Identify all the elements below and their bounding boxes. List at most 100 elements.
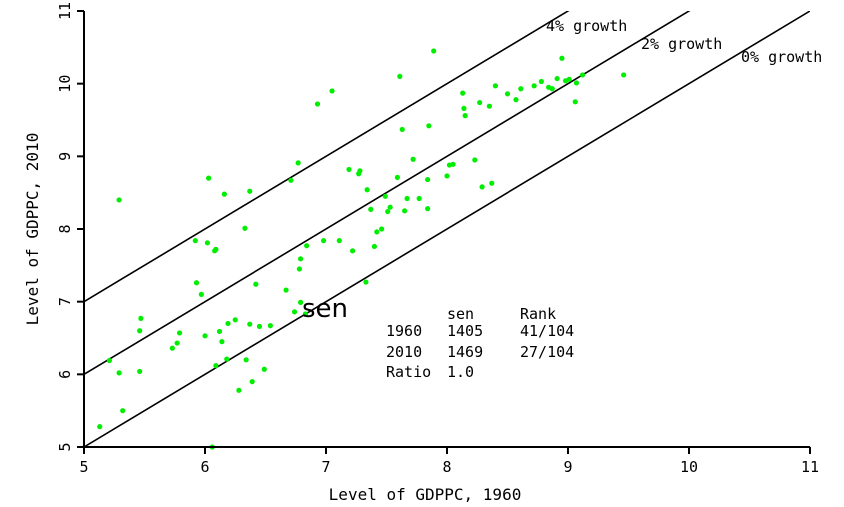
y-axis-title: Level of GDPPC, 2010 xyxy=(23,133,42,326)
data-point xyxy=(382,193,388,199)
data-point xyxy=(357,168,363,174)
data-point xyxy=(368,206,374,212)
data-point xyxy=(288,177,294,183)
data-point xyxy=(461,105,467,111)
data-point xyxy=(198,291,204,297)
data-point xyxy=(336,238,342,244)
data-point xyxy=(106,357,113,364)
stats-header-cell: sen xyxy=(447,305,474,323)
data-point xyxy=(232,317,238,323)
x-axis-title: Level of GDPPC, 1960 xyxy=(329,485,522,504)
data-point xyxy=(192,238,198,244)
data-point xyxy=(416,195,422,202)
data-point xyxy=(425,206,431,212)
data-point xyxy=(387,204,393,210)
data-point xyxy=(247,321,253,327)
data-point xyxy=(450,161,456,167)
data-point xyxy=(193,280,200,286)
x-tick-label: 8 xyxy=(442,458,451,476)
data-point xyxy=(572,99,578,105)
stats-cell: 2010 xyxy=(386,343,422,361)
data-point xyxy=(221,191,227,197)
data-point xyxy=(425,176,431,183)
data-point xyxy=(225,320,231,327)
data-point xyxy=(472,157,478,163)
data-point xyxy=(364,187,370,193)
data-point xyxy=(538,78,544,85)
data-point xyxy=(283,287,289,293)
data-point xyxy=(566,76,572,82)
data-point xyxy=(296,266,302,272)
y-tick-label: 6 xyxy=(56,370,74,379)
x-tick-label: 7 xyxy=(321,458,330,476)
data-point xyxy=(410,156,416,162)
x-tick-label: 5 xyxy=(79,458,88,476)
data-point xyxy=(261,366,267,372)
data-point xyxy=(385,208,391,215)
data-point xyxy=(554,75,560,82)
data-point xyxy=(559,55,565,61)
data-point xyxy=(549,86,555,92)
data-point xyxy=(486,103,492,109)
growth-line-label: 0% growth xyxy=(741,48,822,66)
data-point xyxy=(518,86,524,92)
x-tick-label: 10 xyxy=(680,458,698,476)
data-point xyxy=(329,88,335,94)
stats-cell: 1405 xyxy=(447,322,483,340)
data-point xyxy=(169,345,175,351)
data-point xyxy=(216,328,223,335)
data-point xyxy=(397,73,403,79)
data-point xyxy=(297,299,304,305)
data-point xyxy=(97,424,103,430)
data-point xyxy=(174,340,180,346)
data-point xyxy=(399,126,405,133)
data-point xyxy=(116,370,122,376)
data-point xyxy=(531,83,537,89)
data-point xyxy=(394,174,400,181)
x-tick-label: 9 xyxy=(563,458,572,476)
highlight-label: sen xyxy=(302,294,348,324)
data-point xyxy=(404,195,410,202)
data-point xyxy=(247,188,253,194)
data-point xyxy=(460,90,466,96)
data-point xyxy=(243,357,249,363)
data-point xyxy=(253,281,259,287)
data-point xyxy=(219,339,225,345)
stats-cell: 1960 xyxy=(386,322,422,340)
data-point xyxy=(462,113,468,119)
data-point xyxy=(176,330,183,336)
data-point xyxy=(444,173,450,179)
data-point xyxy=(513,97,519,103)
data-point xyxy=(304,243,310,249)
data-point xyxy=(213,246,219,252)
data-point xyxy=(291,309,298,315)
data-point xyxy=(314,101,321,107)
data-point xyxy=(504,91,511,97)
data-point xyxy=(249,379,255,385)
data-point xyxy=(371,243,377,250)
stats-cell: 27/104 xyxy=(520,343,574,361)
data-point xyxy=(402,208,408,214)
stats-cell: 41/104 xyxy=(520,322,574,340)
data-point xyxy=(350,248,356,254)
y-tick-label: 5 xyxy=(56,442,74,451)
data-point xyxy=(137,368,143,375)
data-point xyxy=(204,240,211,246)
data-point xyxy=(573,80,580,86)
data-point xyxy=(374,229,380,235)
reference-lines xyxy=(84,11,810,447)
growth-line-label: 2% growth xyxy=(641,35,722,53)
axes: 5 6 7 8 9 10 11 5 6 7 8 9 10 11 xyxy=(56,2,819,476)
data-point xyxy=(213,363,219,369)
data-point xyxy=(202,333,208,339)
growth-line-label: 4% growth xyxy=(546,17,627,35)
data-point xyxy=(137,328,143,334)
data-point xyxy=(302,311,309,317)
data-point xyxy=(426,123,432,129)
data-point xyxy=(297,256,304,262)
data-point xyxy=(138,315,144,321)
data-point xyxy=(346,166,352,173)
data-point xyxy=(320,238,327,244)
data-point xyxy=(116,197,122,203)
data-point xyxy=(363,279,369,285)
